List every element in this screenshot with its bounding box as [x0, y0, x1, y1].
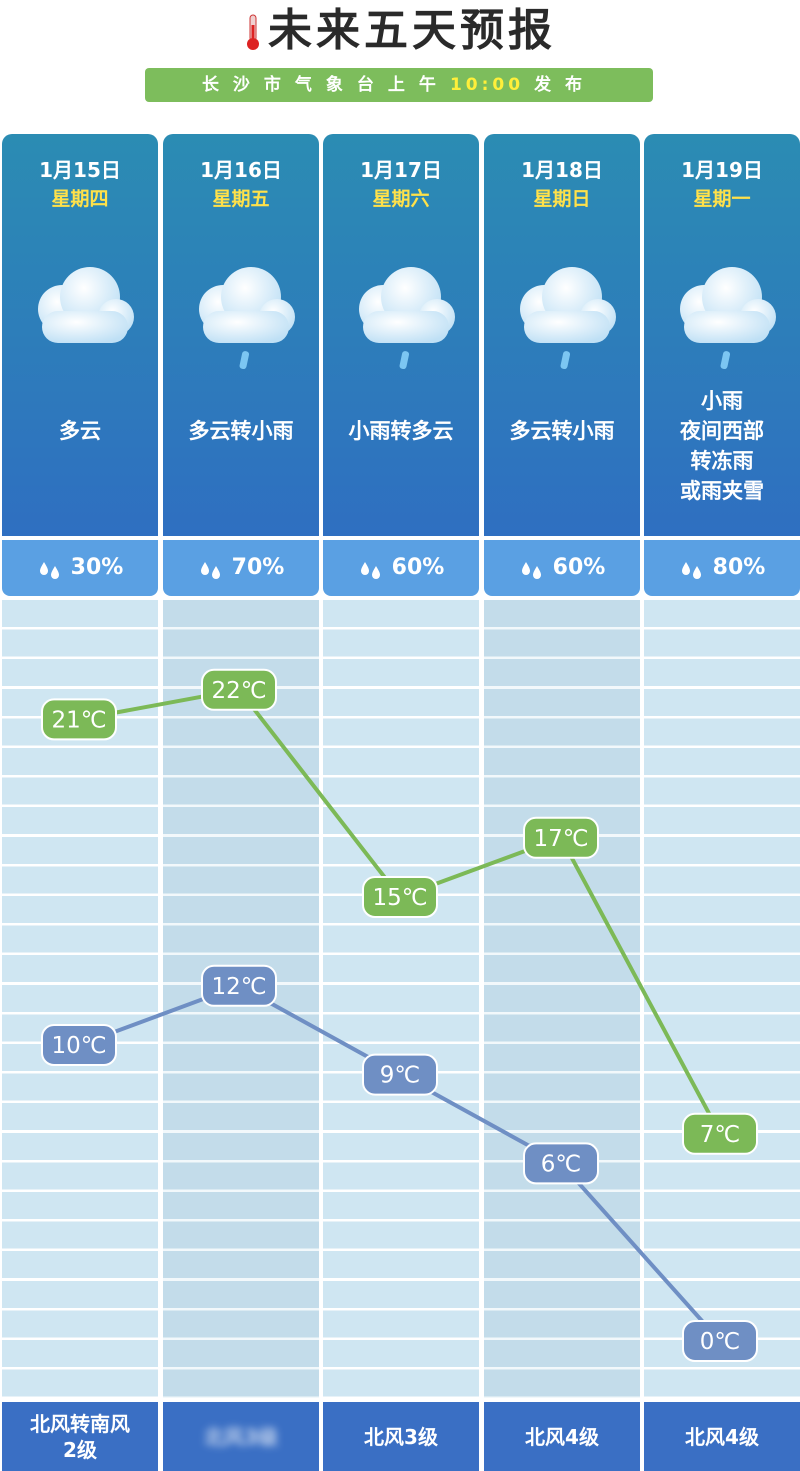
raindrop-icon — [521, 562, 541, 579]
wind-info: 北风4级 — [484, 1402, 640, 1471]
precip-chance: 70% — [163, 540, 319, 596]
wind-text: 北风3级 — [364, 1424, 438, 1449]
day-weekday: 星期五 — [212, 188, 270, 210]
day-date: 1月15日 — [39, 158, 121, 182]
wind-text: 北风4级 — [685, 1424, 759, 1449]
issue-suffix: 发布 — [534, 75, 597, 95]
day-header: 1月18日 星期日 多云转小雨 — [484, 134, 640, 536]
title-text: 未来五天预报 — [268, 5, 556, 56]
header: 未来五天预报 — [0, 0, 800, 60]
day-date: 1月16日 — [200, 158, 282, 182]
precip-value: 80% — [712, 555, 766, 580]
day-column: 1月16日 星期五 多云转小雨 70% 北风3级 — [163, 134, 319, 1471]
weather-description-line: 或雨夹雪 — [680, 479, 764, 503]
weather-description-line: 多云转小雨 — [509, 419, 615, 443]
raindrop-icon — [39, 562, 59, 579]
weather-description-line: 转冻雨 — [690, 449, 754, 473]
wind-text: 2级 — [63, 1437, 97, 1462]
cloud-icon — [20, 259, 140, 369]
wind-text: 北风3级 — [204, 1424, 278, 1449]
raindrop-icon — [360, 562, 380, 579]
chart-background — [644, 600, 800, 1398]
precip-chance: 60% — [323, 540, 479, 596]
weather-description-line: 小雨转多云 — [348, 419, 454, 443]
cloud-rain-icon — [502, 259, 622, 370]
precip-chance: 80% — [644, 540, 800, 596]
precip-chance: 30% — [2, 540, 158, 596]
weather-description: 小雨转多云 — [323, 416, 479, 446]
day-weekday: 星期六 — [372, 188, 430, 210]
wind-info: 北风转南风 2级 — [2, 1402, 158, 1471]
issue-banner: 长沙市气象台上午10:00 发布 — [145, 68, 653, 102]
day-header: 1月16日 星期五 多云转小雨 — [163, 134, 319, 536]
day-header: 1月15日 星期四 多云 — [2, 134, 158, 536]
day-header: 1月17日 星期六 小雨转多云 — [323, 134, 479, 536]
weather-description-line: 小雨 — [701, 389, 743, 413]
issue-time: 10:00 — [449, 75, 525, 95]
raindrop-icon — [681, 562, 701, 579]
wind-text: 北风4级 — [525, 1424, 599, 1449]
weather-description-line: 多云转小雨 — [188, 419, 294, 443]
cloud-rain-icon — [181, 259, 301, 370]
day-weekday: 星期日 — [533, 188, 591, 210]
wind-info: 北风4级 — [644, 1402, 800, 1471]
wind-info: 北风3级 — [163, 1402, 319, 1471]
day-column: 1月18日 星期日 多云转小雨 60% 北风4级 — [484, 134, 640, 1471]
cloud-rain-icon — [662, 259, 782, 370]
precip-value: 60% — [391, 555, 445, 580]
day-column: 1月17日 星期六 小雨转多云 60% 北风3级 — [323, 134, 479, 1471]
weather-description: 多云转小雨 — [484, 416, 640, 446]
chart-background — [323, 600, 479, 1398]
raindrop-icon — [200, 562, 220, 579]
day-date: 1月17日 — [360, 158, 442, 182]
day-weekday: 星期一 — [693, 188, 751, 210]
wind-info: 北风3级 — [323, 1402, 479, 1471]
wind-text: 北风转南风 — [30, 1411, 130, 1436]
cloud-rain-icon — [341, 259, 461, 370]
day-weekday: 星期四 — [51, 188, 109, 210]
precip-chance: 60% — [484, 540, 640, 596]
day-column: 1月15日 星期四 多云 30% 北风转南风 2级 — [2, 134, 158, 1471]
weather-description: 小雨夜间西部转冻雨或雨夹雪 — [644, 386, 800, 506]
chart-background — [2, 600, 158, 1398]
page-title: 未来五天预报 — [244, 5, 556, 56]
weather-description: 多云转小雨 — [163, 416, 319, 446]
day-header: 1月19日 星期一 小雨夜间西部转冻雨或雨夹雪 — [644, 134, 800, 536]
weather-description: 多云 — [2, 416, 158, 446]
chart-background — [163, 600, 319, 1398]
day-column: 1月19日 星期一 小雨夜间西部转冻雨或雨夹雪 80% 北风4级 — [644, 134, 800, 1471]
precip-value: 30% — [70, 555, 124, 580]
day-date: 1月18日 — [521, 158, 603, 182]
precip-value: 70% — [231, 555, 285, 580]
chart-background — [484, 600, 640, 1398]
day-date: 1月19日 — [681, 158, 763, 182]
issuer-text: 长沙市气象台上午 — [201, 75, 450, 95]
weather-description-line: 夜间西部 — [680, 419, 764, 443]
precip-value: 60% — [552, 555, 606, 580]
weather-description-line: 多云 — [59, 419, 101, 443]
thermometer-icon — [247, 14, 259, 50]
